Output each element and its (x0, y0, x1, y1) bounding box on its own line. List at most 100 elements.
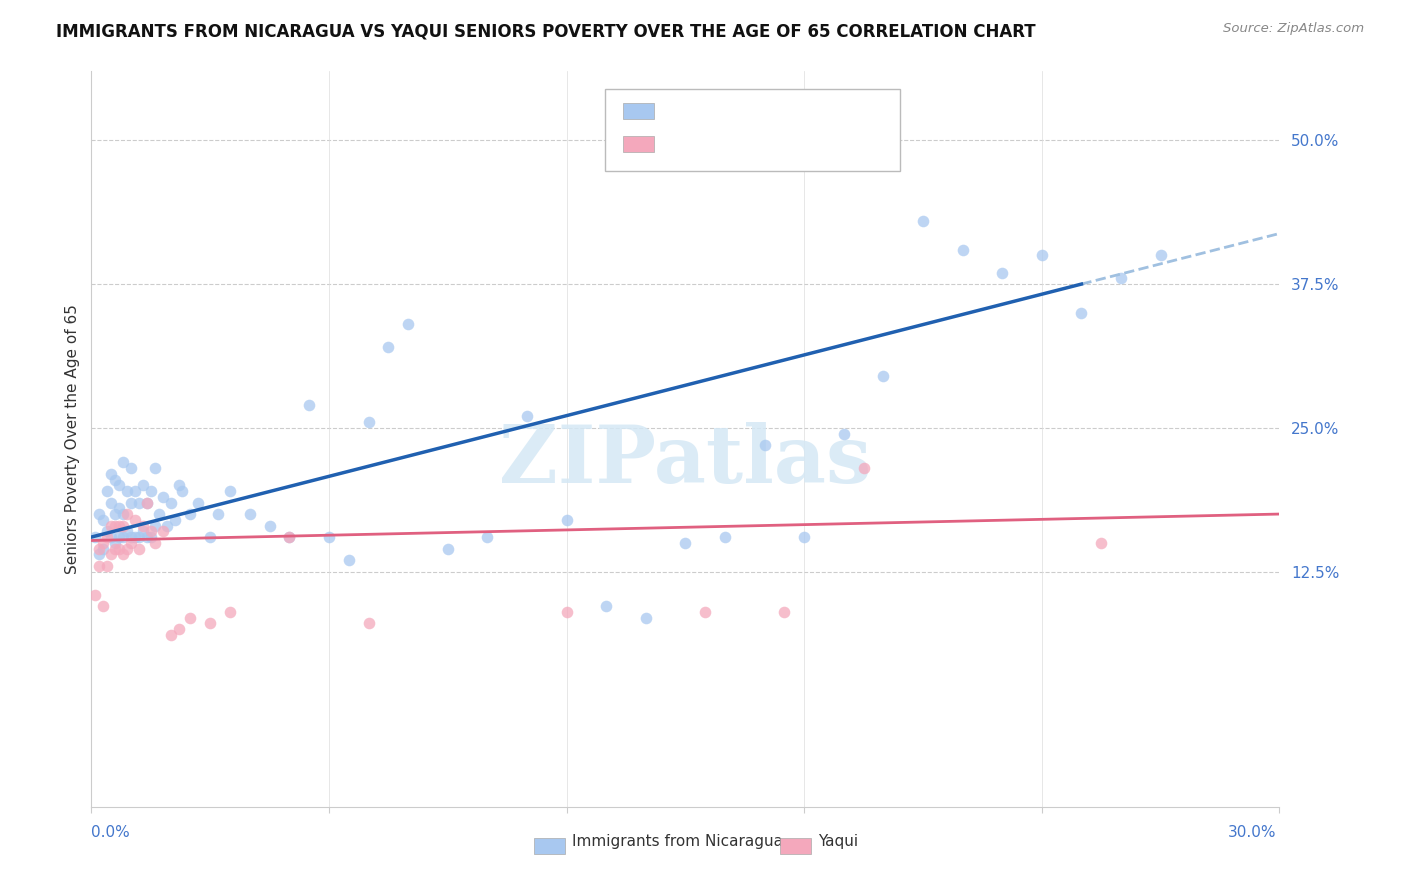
Point (96, 558, 118, 573)
Point (163, 513, 186, 527)
Point (167, 478, 190, 492)
Point (143, 518, 166, 533)
Point (991, 266, 1014, 280)
Point (112, 547, 135, 561)
Point (84, 588, 107, 602)
Y-axis label: Seniors Poverty Over the Age of 65: Seniors Poverty Over the Age of 65 (65, 304, 80, 574)
Point (357, 616, 380, 631)
Point (128, 495, 150, 509)
Point (132, 524, 155, 539)
Point (108, 478, 131, 492)
Point (89, 558, 111, 573)
Point (179, 507, 201, 521)
Point (104, 536, 127, 550)
Point (115, 507, 138, 521)
Point (124, 513, 146, 527)
Point (143, 461, 166, 475)
Point (132, 518, 155, 533)
Point (139, 530, 162, 544)
Point (112, 518, 135, 533)
Point (159, 495, 181, 509)
Point (135, 495, 157, 509)
Point (89, 507, 111, 521)
Point (120, 536, 142, 550)
Point (555, 605, 578, 619)
Point (695, 605, 717, 619)
Point (159, 628, 181, 642)
Point (872, 369, 894, 384)
Point (115, 541, 138, 556)
Point (179, 610, 201, 624)
Point (832, 426, 855, 441)
Point (96, 530, 118, 544)
Point (187, 495, 209, 509)
Point (135, 495, 157, 509)
Point (754, 438, 776, 452)
Point (112, 507, 135, 521)
Point (100, 467, 122, 481)
Point (1031, 248, 1053, 262)
Point (714, 530, 737, 544)
Text: Yaqui: Yaqui (818, 834, 859, 848)
Point (104, 541, 127, 556)
Point (89, 547, 111, 561)
Text: 37: 37 (780, 143, 804, 161)
Point (104, 507, 127, 521)
Point (91, 599, 114, 613)
Point (673, 536, 696, 550)
Point (793, 530, 815, 544)
Point (278, 530, 301, 544)
Text: Source: ZipAtlas.com: Source: ZipAtlas.com (1223, 22, 1364, 36)
Point (108, 518, 131, 533)
Point (84, 530, 107, 544)
Point (104, 473, 127, 487)
Point (259, 518, 281, 533)
Point (219, 484, 242, 499)
Point (124, 484, 146, 499)
Point (172, 484, 194, 499)
Point (124, 530, 146, 544)
Text: 76: 76 (780, 110, 803, 128)
Point (112, 455, 135, 469)
Point (128, 530, 150, 544)
Point (436, 541, 458, 556)
Point (1150, 248, 1173, 262)
Point (167, 622, 190, 636)
Point (239, 507, 262, 521)
Point (298, 398, 321, 412)
Point (595, 599, 617, 613)
Point (148, 507, 170, 521)
Point (634, 610, 657, 624)
Point (112, 530, 135, 544)
Point (100, 530, 122, 544)
Point (91, 513, 114, 527)
Point (100, 518, 122, 533)
Text: 0.439: 0.439 (693, 110, 747, 128)
Point (89, 541, 111, 556)
Point (120, 495, 142, 509)
Point (115, 524, 138, 539)
Point (96, 524, 118, 539)
Point (108, 501, 131, 516)
Point (555, 513, 578, 527)
Point (477, 530, 499, 544)
Point (108, 541, 131, 556)
Text: IMMIGRANTS FROM NICARAGUA VS YAQUI SENIORS POVERTY OVER THE AGE OF 65 CORRELATIO: IMMIGRANTS FROM NICARAGUA VS YAQUI SENIO… (56, 22, 1036, 40)
Text: R =: R = (661, 143, 697, 161)
Text: 0.058: 0.058 (693, 143, 745, 161)
Point (207, 507, 229, 521)
Point (135, 530, 157, 544)
Point (139, 484, 162, 499)
Point (120, 530, 142, 544)
Text: 30.0%: 30.0% (1229, 825, 1277, 839)
Point (152, 524, 174, 539)
Point (120, 461, 142, 475)
Point (100, 495, 122, 509)
Point (516, 409, 538, 424)
Point (911, 214, 934, 228)
Point (1070, 306, 1092, 320)
Point (1109, 271, 1132, 285)
Point (200, 530, 222, 544)
Point (128, 541, 150, 556)
Text: N =: N = (749, 110, 786, 128)
